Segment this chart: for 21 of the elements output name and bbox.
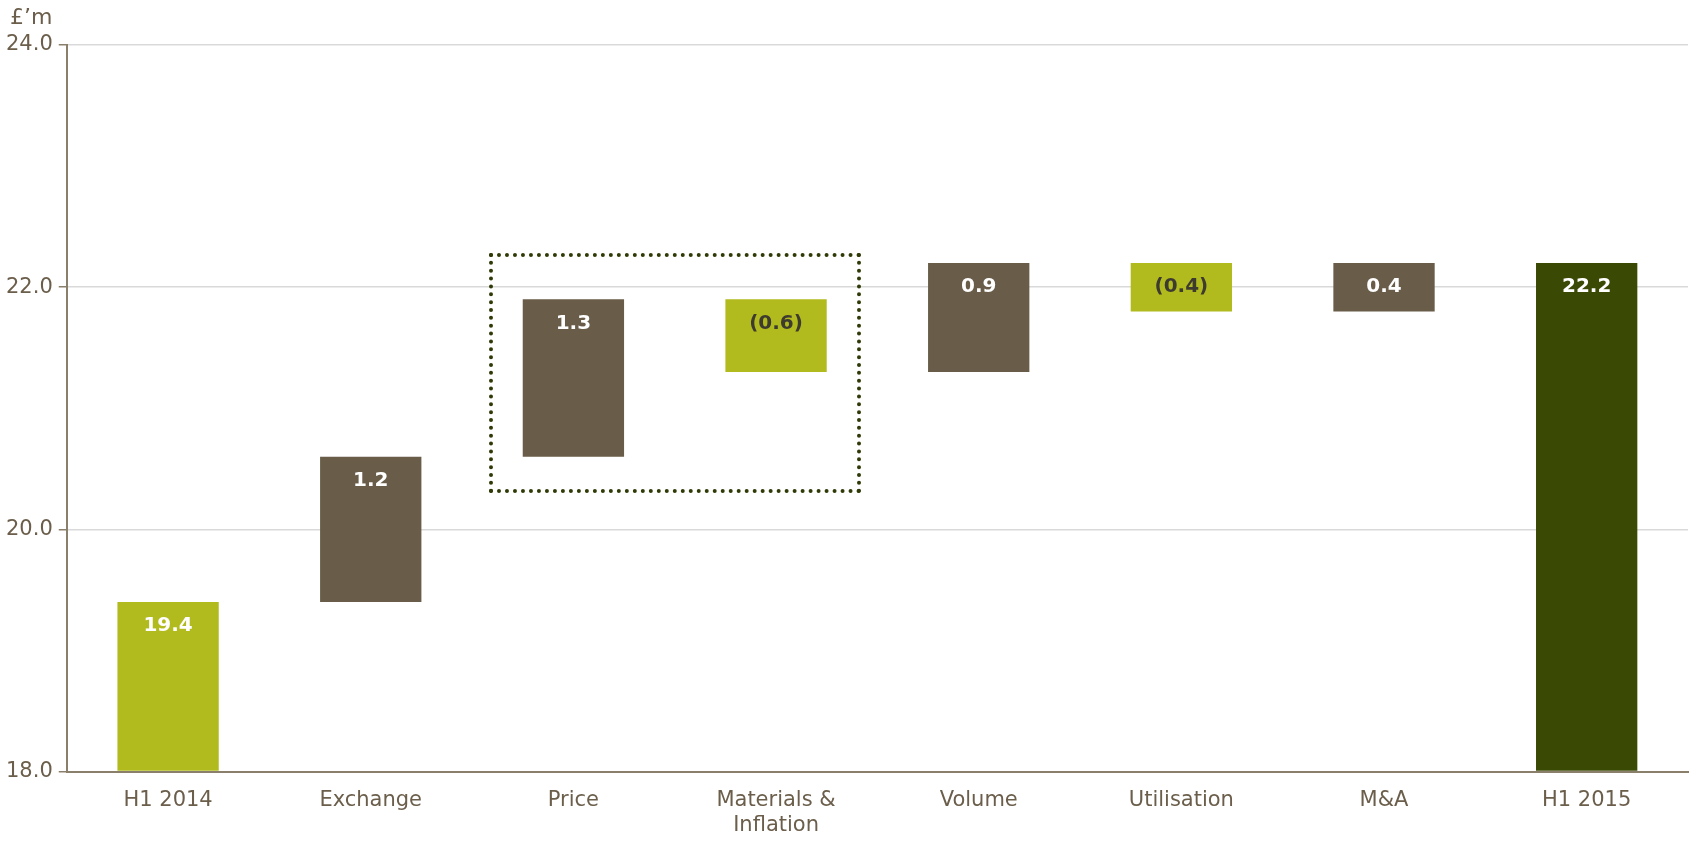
x-tick-label: M&A — [1359, 786, 1410, 811]
data-label: 1.3 — [555, 309, 592, 334]
x-tick-label: Price — [547, 786, 600, 811]
y-tick-label: 24.0 — [5, 31, 53, 56]
data-label: (0.4) — [1154, 273, 1209, 298]
x-tick-label: Materials & Inflation — [716, 786, 836, 836]
y-tick-label: 22.0 — [5, 273, 53, 298]
x-tick-label: Volume — [939, 786, 1018, 811]
y-axis-title: £’m — [10, 4, 53, 29]
data-label: 1.2 — [353, 466, 389, 491]
y-tick-label: 20.0 — [5, 515, 53, 540]
x-tick-label: H1 2014 — [123, 786, 213, 811]
data-label: 0.9 — [960, 273, 997, 298]
x-tick-label: Utilisation — [1128, 786, 1234, 811]
data-label: 22.2 — [1561, 273, 1612, 298]
x-tick-label: H1 2015 — [1542, 786, 1632, 811]
y-tick-label: 18.0 — [5, 758, 53, 783]
data-label: 0.4 — [1366, 273, 1402, 298]
x-tick-label: Exchange — [319, 786, 423, 811]
data-label: (0.6) — [749, 309, 803, 334]
data-label: 19.4 — [143, 612, 193, 637]
